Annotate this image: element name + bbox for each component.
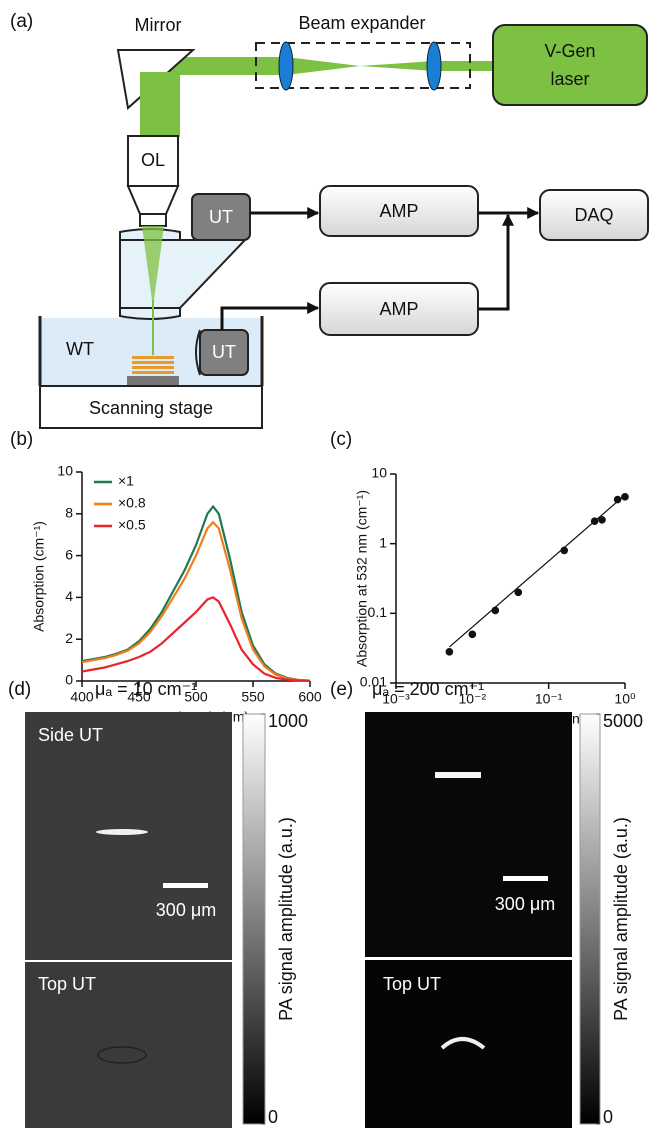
image-title: μₐ = 10 cm⁻¹ xyxy=(95,679,197,699)
ol-label: OL xyxy=(141,150,165,170)
signal xyxy=(96,829,148,835)
y-tick-label: 10 xyxy=(57,463,73,479)
point xyxy=(614,496,622,504)
colorbar-tick-label: 1000 xyxy=(268,711,308,731)
beam xyxy=(140,72,180,137)
point xyxy=(560,547,568,555)
signal xyxy=(435,772,481,778)
panel-label: (e) xyxy=(330,679,353,700)
scale-bar xyxy=(163,883,208,888)
daq-label: DAQ xyxy=(574,205,613,225)
y-tick-label: 8 xyxy=(65,505,73,521)
lens xyxy=(279,42,293,90)
ut-label: UT xyxy=(212,342,236,362)
line xyxy=(82,597,310,680)
figure: (a) Mirror Beam expander V-Gen laser OL … xyxy=(0,0,667,1129)
image xyxy=(25,712,232,960)
point xyxy=(598,516,606,524)
colorbar-title: PA signal amplitude (a.u.) xyxy=(611,817,631,1021)
point xyxy=(446,648,454,656)
y-tick-label: 10 xyxy=(371,465,387,481)
prism xyxy=(120,240,245,308)
y-axis-title: Absorption (cm⁻¹) xyxy=(31,521,47,632)
point xyxy=(621,493,629,501)
x-tick-label: 10⁰ xyxy=(614,691,636,707)
colorbar-title: PA signal amplitude (a.u.) xyxy=(276,817,296,1021)
amp-label: AMP xyxy=(379,299,418,319)
x-tick-label: 10⁻¹ xyxy=(535,691,563,707)
beam xyxy=(150,57,495,75)
lens xyxy=(427,42,441,90)
laser-box xyxy=(493,25,647,105)
image-title: μₐ = 200 cm⁻¹ xyxy=(372,679,484,699)
legend-label: ×0.8 xyxy=(118,495,146,511)
scale-bar xyxy=(503,876,548,881)
arrow xyxy=(478,215,508,309)
colorbar-tick-label: 5000 xyxy=(603,711,643,731)
view-label: Top UT xyxy=(383,974,441,994)
beam xyxy=(152,300,154,355)
stage-label: Scanning stage xyxy=(89,398,213,418)
y-tick-label: 6 xyxy=(65,546,73,562)
legend-label: ×0.5 xyxy=(118,517,146,533)
x-tick-label: 400 xyxy=(70,689,94,705)
point xyxy=(591,517,599,525)
diagram: (a) Mirror Beam expander V-Gen laser OL … xyxy=(10,11,648,428)
y-axis-title: Absorption at 532 nm (cm⁻¹) xyxy=(354,490,370,667)
view-label: Top UT xyxy=(38,974,96,994)
objective xyxy=(140,214,166,226)
wt-label: WT xyxy=(66,339,94,359)
laser-label: V-Gen xyxy=(544,41,595,61)
image xyxy=(365,712,572,957)
colorbar-tick-label: 0 xyxy=(268,1107,278,1127)
colorbar-tick-label: 0 xyxy=(603,1107,613,1127)
objective xyxy=(128,186,178,214)
point xyxy=(492,607,500,615)
panel-label: (c) xyxy=(330,429,352,450)
fit-line xyxy=(449,495,625,647)
view-label: Side UT xyxy=(38,725,103,745)
expander-label: Beam expander xyxy=(298,13,425,33)
y-tick-label: 1 xyxy=(379,534,387,550)
laser-label: laser xyxy=(550,69,589,89)
x-tick-label: 600 xyxy=(298,689,322,705)
mirror-label: Mirror xyxy=(135,15,182,35)
y-tick-label: 2 xyxy=(65,630,73,646)
y-tick-label: 0 xyxy=(65,672,73,688)
amp-label: AMP xyxy=(379,201,418,221)
panel-label: (a) xyxy=(10,11,33,32)
x-tick-label: 550 xyxy=(241,689,265,705)
colorbar xyxy=(243,714,265,1124)
y-tick-label: 4 xyxy=(65,588,73,604)
point xyxy=(469,631,477,639)
ut-label: UT xyxy=(209,207,233,227)
scale-label: 300 μm xyxy=(156,900,216,920)
scale-label: 300 μm xyxy=(495,894,555,914)
panel-label: (d) xyxy=(8,679,31,700)
y-tick-label: 0.1 xyxy=(368,604,388,620)
panel-label: (b) xyxy=(10,429,33,450)
legend-label: ×1 xyxy=(118,473,134,489)
point xyxy=(514,589,522,597)
lens xyxy=(120,308,180,319)
images: (d) μₐ = 10 cm⁻¹ Side UT Top UT 300 μm 0 1000 P… xyxy=(8,679,643,1128)
colorbar xyxy=(580,714,600,1124)
